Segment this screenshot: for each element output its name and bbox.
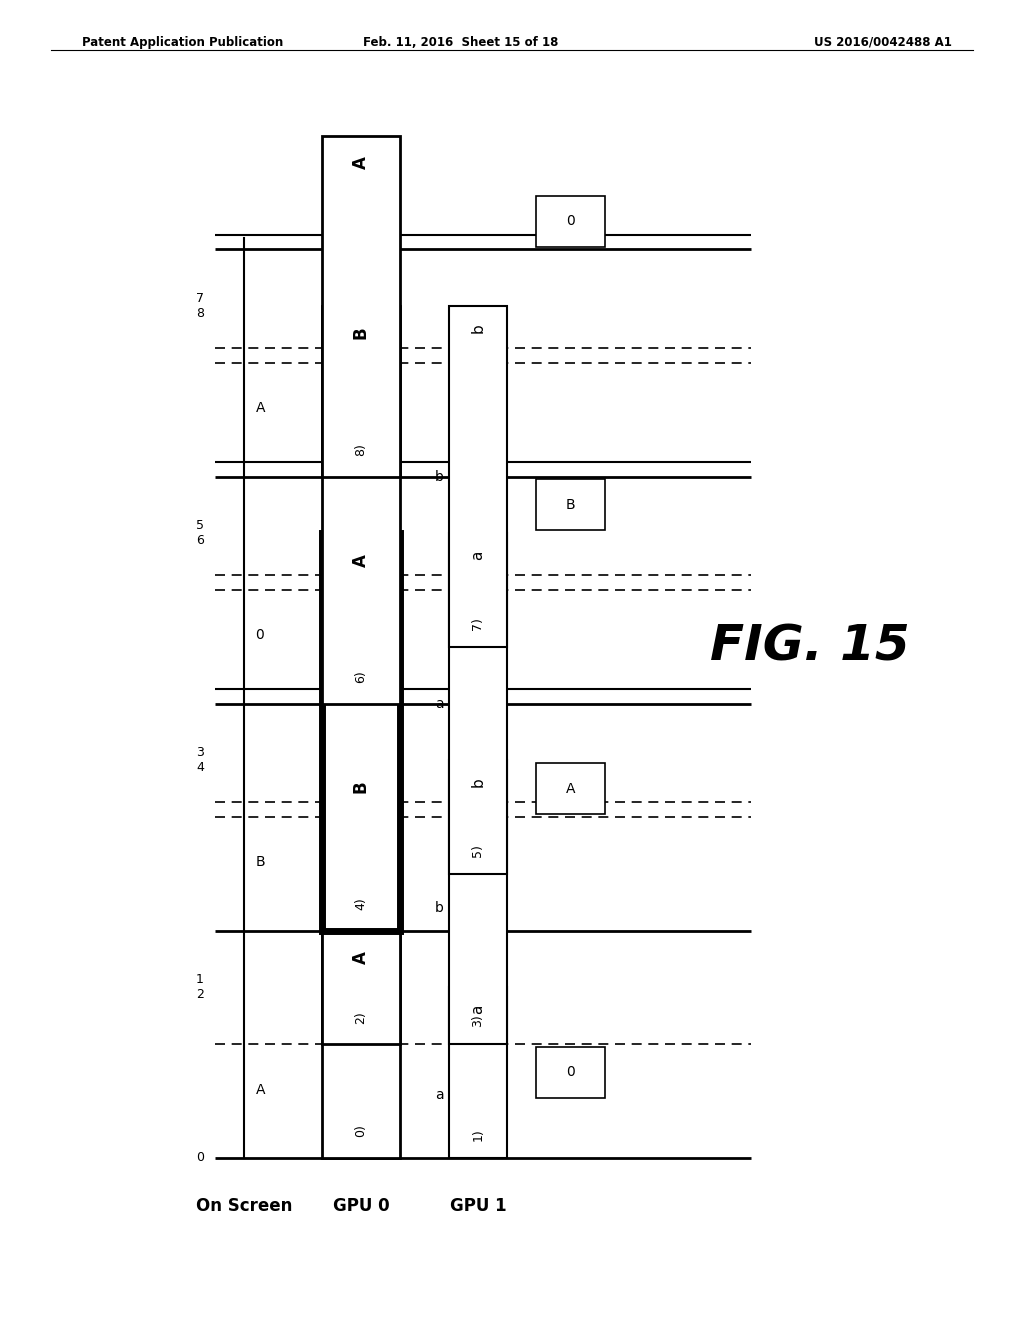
Bar <box>537 763 604 814</box>
Text: US 2016/0042488 A1: US 2016/0042488 A1 <box>814 36 952 49</box>
Text: 7): 7) <box>471 616 484 630</box>
Text: b: b <box>435 900 443 915</box>
Bar <box>449 533 507 874</box>
Text: a: a <box>470 1005 485 1014</box>
Text: b: b <box>470 777 485 787</box>
Text: 1
2: 1 2 <box>196 973 204 1002</box>
Text: A: A <box>566 781 575 796</box>
Text: 0: 0 <box>566 214 574 228</box>
Text: 0: 0 <box>256 628 264 643</box>
Text: 7
8: 7 8 <box>196 292 204 321</box>
Text: 2): 2) <box>354 1011 368 1024</box>
Text: 0: 0 <box>566 1065 574 1080</box>
Text: a: a <box>470 550 485 560</box>
Text: 3): 3) <box>471 1014 484 1027</box>
Bar <box>322 136 399 477</box>
Bar <box>322 931 399 1158</box>
Bar <box>449 987 507 1158</box>
Text: 0): 0) <box>354 1125 368 1138</box>
Text: A: A <box>256 401 265 416</box>
Text: 5
6: 5 6 <box>196 519 204 548</box>
Bar <box>537 479 604 531</box>
Bar <box>322 306 399 704</box>
Text: On Screen: On Screen <box>196 1197 292 1216</box>
Text: a: a <box>435 697 443 710</box>
Bar <box>449 760 507 1044</box>
Bar <box>537 1047 604 1098</box>
Bar <box>322 533 399 931</box>
Text: b: b <box>470 323 485 333</box>
Text: 3
4: 3 4 <box>196 746 204 775</box>
Text: b: b <box>435 470 443 483</box>
Text: B: B <box>352 326 370 339</box>
Text: B: B <box>352 780 370 793</box>
Bar <box>449 306 507 647</box>
Text: GPU 0: GPU 0 <box>333 1197 389 1216</box>
Text: 5): 5) <box>471 843 484 857</box>
Text: Feb. 11, 2016  Sheet 15 of 18: Feb. 11, 2016 Sheet 15 of 18 <box>364 36 558 49</box>
Text: Patent Application Publication: Patent Application Publication <box>82 36 284 49</box>
Text: A: A <box>352 156 370 169</box>
Text: A: A <box>352 950 370 964</box>
Bar <box>537 195 604 247</box>
Text: A: A <box>256 1082 265 1097</box>
Text: GPU 1: GPU 1 <box>450 1197 506 1216</box>
Text: 4): 4) <box>354 898 368 911</box>
Text: FIG. 15: FIG. 15 <box>710 623 909 671</box>
Text: 0: 0 <box>196 1151 204 1164</box>
Text: A: A <box>352 553 370 566</box>
Text: 8): 8) <box>354 444 368 457</box>
Text: 6): 6) <box>354 671 368 684</box>
Text: a: a <box>435 1088 443 1102</box>
Text: B: B <box>565 498 575 512</box>
Text: 1): 1) <box>471 1127 484 1140</box>
Bar <box>322 760 399 1044</box>
Text: B: B <box>256 855 265 870</box>
